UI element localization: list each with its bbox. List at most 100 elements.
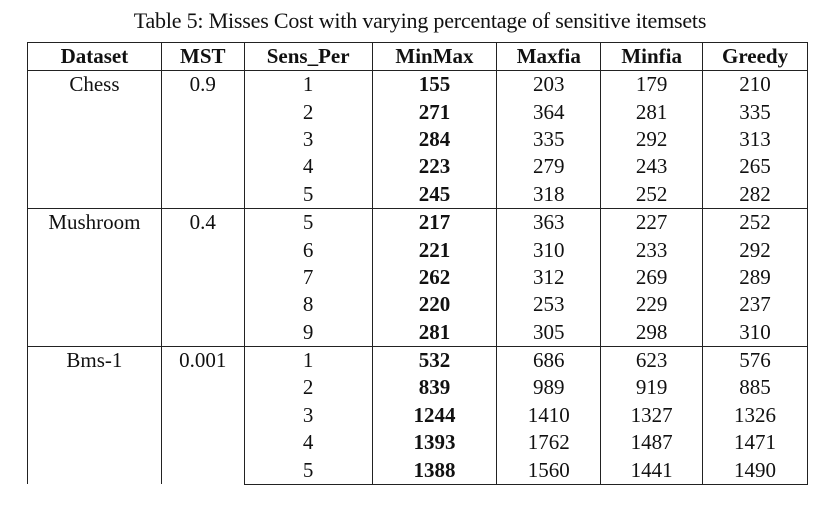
sens-per-cell: 7 <box>243 263 373 292</box>
maxfia-cell: 1762 <box>496 429 602 457</box>
minmax-cell: 271 <box>371 98 498 126</box>
dataset-cell: Mushroom <box>27 207 162 347</box>
sens-per-cell: 3 <box>243 401 373 430</box>
minmax-cell: 284 <box>371 125 498 154</box>
sens-per-cell: 9 <box>243 318 373 347</box>
minfia-cell: 281 <box>600 98 704 126</box>
table-row: Mushroom 0.4 5 217 363 227 252 <box>27 207 808 347</box>
sens-per-cell: 1 <box>243 70 373 99</box>
maxfia-cell: 203 <box>496 70 602 99</box>
minmax-cell: 262 <box>371 263 498 292</box>
greedy-cell: 576 <box>702 345 808 375</box>
minfia-cell: 298 <box>600 318 704 347</box>
minfia-cell: 179 <box>600 70 704 99</box>
table-row: 4 223 279 243 265 <box>28 153 808 181</box>
maxfia-cell: 318 <box>496 180 602 209</box>
sens-per-cell: 1 <box>243 345 373 375</box>
maxfia-cell: 312 <box>496 263 602 292</box>
table-row: 5 245 318 252 282 <box>28 180 808 209</box>
sens-per-cell: 4 <box>243 429 373 457</box>
sens-per-cell: 5 <box>243 207 373 237</box>
greedy-cell: 252 <box>702 207 808 237</box>
greedy-cell: 237 <box>702 291 808 319</box>
column-header: Maxfia <box>496 42 602 71</box>
column-header: Greedy <box>702 42 808 71</box>
column-header: MinMax <box>371 42 498 71</box>
minmax-cell: 532 <box>371 345 498 375</box>
greedy-cell: 885 <box>702 374 808 402</box>
maxfia-cell: 335 <box>496 125 602 154</box>
table-row: 5 1388 1560 1441 1490 <box>28 456 808 485</box>
minfia-cell: 623 <box>600 345 704 375</box>
greedy-cell: 1471 <box>702 429 808 457</box>
column-header: MST <box>160 42 245 71</box>
maxfia-cell: 1560 <box>496 456 602 485</box>
minfia-cell: 1327 <box>600 401 704 430</box>
minmax-cell: 223 <box>371 153 498 181</box>
mst-cell: 0.4 <box>160 207 245 347</box>
maxfia-cell: 1410 <box>496 401 602 430</box>
minmax-cell: 1388 <box>371 456 498 485</box>
table-row: Bms-1 0.001 1 532 686 623 576 <box>27 345 808 485</box>
table-row: 2 271 364 281 335 <box>28 98 808 126</box>
minmax-cell: 281 <box>371 318 498 347</box>
mst-cell: 0.001 <box>160 345 245 485</box>
maxfia-cell: 305 <box>496 318 602 347</box>
sens-per-cell: 5 <box>243 456 373 485</box>
header-row: Dataset MST Sens_Per MinMax Maxfia Minfia Gree… <box>27 42 808 71</box>
minfia-cell: 292 <box>600 125 704 154</box>
greedy-cell: 289 <box>702 263 808 292</box>
greedy-cell: 265 <box>702 153 808 181</box>
minfia-cell: 1441 <box>600 456 704 485</box>
mst-cell: 0.9 <box>160 70 245 209</box>
maxfia-cell: 364 <box>496 98 602 126</box>
minfia-cell: 252 <box>600 180 704 209</box>
table-row: 8 220 253 229 237 <box>28 291 808 319</box>
column-header: Sens_Per <box>243 42 373 71</box>
maxfia-cell: 279 <box>496 153 602 181</box>
greedy-cell: 313 <box>702 125 808 154</box>
minfia-cell: 233 <box>600 236 704 264</box>
minmax-cell: 839 <box>371 374 498 402</box>
table-row: Chess 0.9 1 155 203 179 210 <box>27 70 808 209</box>
table-row: 3 1244 1410 1327 1326 <box>28 401 808 430</box>
dataset-cell: Chess <box>27 70 162 209</box>
minfia-cell: 227 <box>600 207 704 237</box>
minmax-cell: 1244 <box>371 401 498 430</box>
minmax-cell: 221 <box>371 236 498 264</box>
sens-per-cell: 3 <box>243 125 373 154</box>
greedy-cell: 1490 <box>702 456 808 485</box>
sens-per-cell: 6 <box>243 236 373 264</box>
sens-per-cell: 8 <box>243 291 373 319</box>
minmax-cell: 217 <box>371 207 498 237</box>
sens-per-cell: 4 <box>243 153 373 181</box>
sens-per-cell: 5 <box>243 180 373 209</box>
column-header: Minfia <box>600 42 704 71</box>
greedy-cell: 282 <box>702 180 808 209</box>
minmax-cell: 155 <box>371 70 498 99</box>
greedy-cell: 292 <box>702 236 808 264</box>
maxfia-cell: 253 <box>496 291 602 319</box>
minfia-cell: 243 <box>600 153 704 181</box>
table-row: 2 839 989 919 885 <box>28 374 808 402</box>
greedy-cell: 335 <box>702 98 808 126</box>
column-header: Dataset <box>27 42 162 71</box>
sens-per-cell: 2 <box>243 98 373 126</box>
minfia-cell: 229 <box>600 291 704 319</box>
minmax-cell: 245 <box>371 180 498 209</box>
greedy-cell: 1326 <box>702 401 808 430</box>
minfia-cell: 269 <box>600 263 704 292</box>
maxfia-cell: 686 <box>496 345 602 375</box>
sens-per-cell: 2 <box>243 374 373 402</box>
maxfia-cell: 363 <box>496 207 602 237</box>
table-caption: Table 5: Misses Cost with varying percen… <box>133 8 707 33</box>
minfia-cell: 919 <box>600 374 704 402</box>
table-row: 9 281 305 298 310 <box>28 318 808 347</box>
table-row: 3 284 335 292 313 <box>28 125 808 154</box>
dataset-cell: Bms-1 <box>27 345 162 485</box>
maxfia-cell: 989 <box>496 374 602 402</box>
table-row: 6 221 310 233 292 <box>28 236 808 264</box>
greedy-cell: 310 <box>702 318 808 347</box>
minmax-cell: 220 <box>371 291 498 319</box>
table-row: 7 262 312 269 289 <box>28 263 808 292</box>
